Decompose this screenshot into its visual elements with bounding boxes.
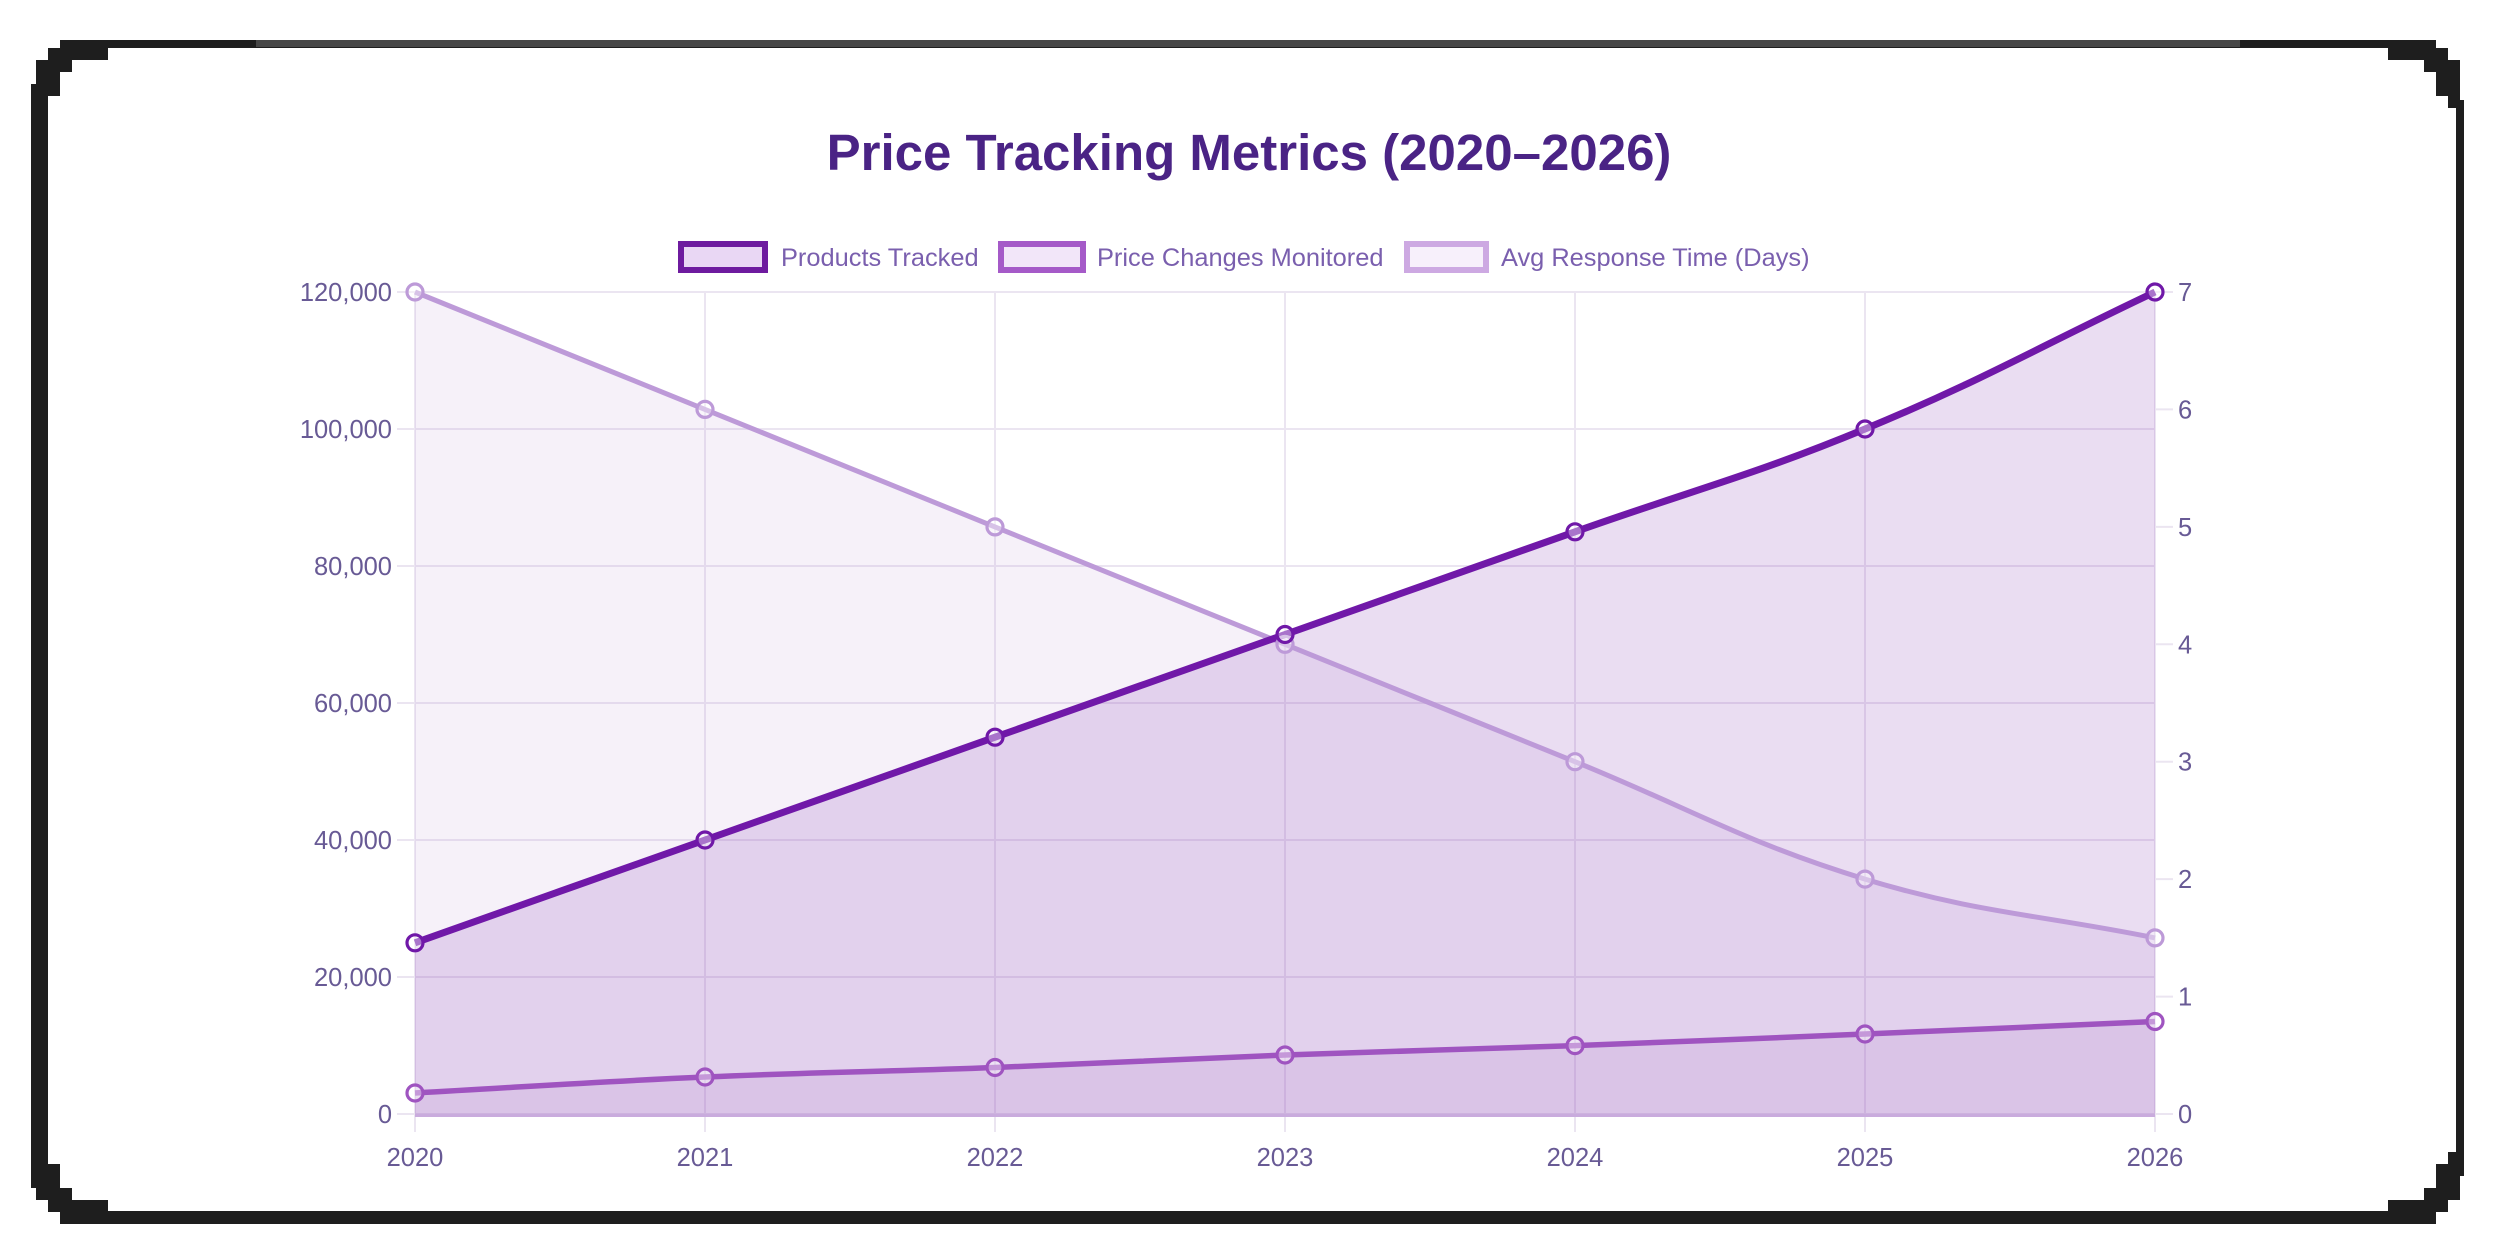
svg-text:1: 1 <box>2178 984 2192 1012</box>
svg-text:120,000: 120,000 <box>300 279 392 307</box>
svg-text:2026: 2026 <box>2127 1144 2184 1172</box>
svg-text:2020: 2020 <box>387 1144 444 1172</box>
svg-text:2023: 2023 <box>1257 1144 1314 1172</box>
svg-text:20,000: 20,000 <box>314 964 392 992</box>
svg-text:2024: 2024 <box>1547 1144 1604 1172</box>
svg-text:Avg Response Time (Days): Avg Response Time (Days) <box>1501 244 1810 272</box>
svg-text:40,000: 40,000 <box>314 827 392 855</box>
svg-text:2025: 2025 <box>1837 1144 1894 1172</box>
svg-text:2022: 2022 <box>967 1144 1024 1172</box>
svg-text:60,000: 60,000 <box>314 690 392 718</box>
svg-text:Price Changes Monitored: Price Changes Monitored <box>1097 244 1384 272</box>
svg-text:Products Tracked: Products Tracked <box>781 244 979 272</box>
svg-text:Price Tracking Metrics (2020–2: Price Tracking Metrics (2020–2026) <box>827 124 1672 181</box>
svg-text:2: 2 <box>2178 866 2192 894</box>
svg-text:4: 4 <box>2178 631 2192 659</box>
svg-text:100,000: 100,000 <box>300 416 392 444</box>
svg-text:5: 5 <box>2178 514 2192 542</box>
svg-text:2021: 2021 <box>677 1144 734 1172</box>
svg-text:7: 7 <box>2178 279 2192 307</box>
svg-text:6: 6 <box>2178 396 2192 424</box>
svg-text:0: 0 <box>378 1101 392 1129</box>
svg-text:0: 0 <box>2178 1101 2192 1129</box>
svg-text:80,000: 80,000 <box>314 553 392 581</box>
svg-text:3: 3 <box>2178 749 2192 777</box>
